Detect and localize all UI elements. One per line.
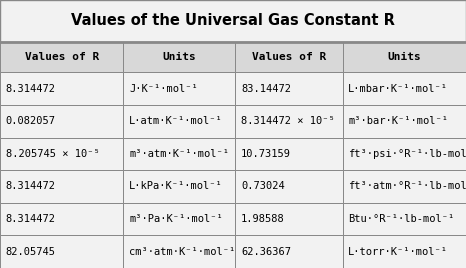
Text: 8.314472 × 10⁻⁵: 8.314472 × 10⁻⁵ [241, 116, 335, 126]
Text: 82.05745: 82.05745 [6, 247, 55, 257]
Bar [343, 72, 466, 105]
Bar [343, 42, 466, 72]
Text: 10.73159: 10.73159 [241, 149, 291, 159]
Text: 1.98588: 1.98588 [241, 214, 285, 224]
Bar [343, 170, 466, 203]
Text: Values of R: Values of R [252, 52, 326, 62]
Bar [0, 235, 123, 268]
Text: 0.082057: 0.082057 [6, 116, 55, 126]
Text: L·mbar·K⁻¹·mol⁻¹: L·mbar·K⁻¹·mol⁻¹ [348, 84, 448, 94]
Text: ft³·psi·°R⁻¹·lb-mol⁻¹: ft³·psi·°R⁻¹·lb-mol⁻¹ [348, 149, 466, 159]
Bar [123, 137, 235, 170]
Bar [0, 42, 123, 72]
Text: J·K⁻¹·mol⁻¹: J·K⁻¹·mol⁻¹ [129, 84, 198, 94]
Bar [235, 42, 343, 72]
Text: m³·atm·K⁻¹·mol⁻¹: m³·atm·K⁻¹·mol⁻¹ [129, 149, 229, 159]
Bar [235, 72, 343, 105]
Text: L·torr·K⁻¹·mol⁻¹: L·torr·K⁻¹·mol⁻¹ [348, 247, 448, 257]
Bar [123, 105, 235, 137]
Text: Values of the Universal Gas Constant R: Values of the Universal Gas Constant R [71, 13, 395, 28]
Bar [0, 137, 123, 170]
Bar [343, 235, 466, 268]
Bar [123, 72, 235, 105]
Bar [343, 203, 466, 235]
Bar [123, 42, 235, 72]
Bar [343, 105, 466, 137]
Bar [235, 137, 343, 170]
Text: 8.205745 × 10⁻⁵: 8.205745 × 10⁻⁵ [6, 149, 99, 159]
Bar [0, 72, 123, 105]
Text: L·atm·K⁻¹·mol⁻¹: L·atm·K⁻¹·mol⁻¹ [129, 116, 223, 126]
Bar [235, 203, 343, 235]
Text: 8.314472: 8.314472 [6, 84, 55, 94]
Text: 0.73024: 0.73024 [241, 181, 285, 191]
Text: ft³·atm·°R⁻¹·lb-mol⁻¹: ft³·atm·°R⁻¹·lb-mol⁻¹ [348, 181, 466, 191]
Text: Values of R: Values of R [25, 52, 99, 62]
Text: m³·bar·K⁻¹·mol⁻¹: m³·bar·K⁻¹·mol⁻¹ [348, 116, 448, 126]
Text: 8.314472: 8.314472 [6, 181, 55, 191]
Bar [0, 203, 123, 235]
Text: Btu·°R⁻¹·lb-mol⁻¹: Btu·°R⁻¹·lb-mol⁻¹ [348, 214, 454, 224]
Bar [0, 0, 466, 42]
Bar [235, 170, 343, 203]
Bar [0, 170, 123, 203]
Bar [123, 203, 235, 235]
Bar [123, 170, 235, 203]
Bar [343, 137, 466, 170]
Text: Units: Units [387, 52, 421, 62]
Bar [235, 235, 343, 268]
Text: 62.36367: 62.36367 [241, 247, 291, 257]
Text: cm³·atm·K⁻¹·mol⁻¹: cm³·atm·K⁻¹·mol⁻¹ [129, 247, 235, 257]
Bar [123, 235, 235, 268]
Text: Units: Units [163, 52, 196, 62]
Bar [0, 105, 123, 137]
Text: 8.314472: 8.314472 [6, 214, 55, 224]
Bar [235, 105, 343, 137]
Text: 83.14472: 83.14472 [241, 84, 291, 94]
Text: L·kPa·K⁻¹·mol⁻¹: L·kPa·K⁻¹·mol⁻¹ [129, 181, 223, 191]
Text: m³·Pa·K⁻¹·mol⁻¹: m³·Pa·K⁻¹·mol⁻¹ [129, 214, 223, 224]
